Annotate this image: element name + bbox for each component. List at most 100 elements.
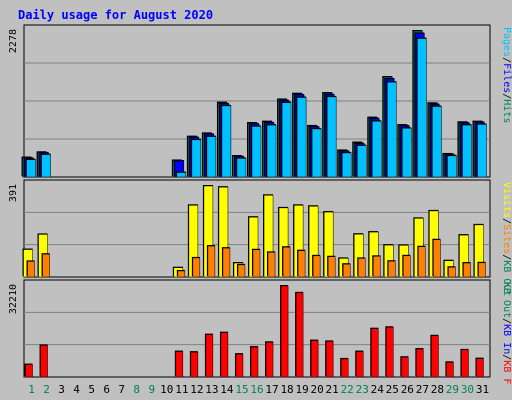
x-label-day-5: 5 [88, 383, 95, 396]
x-label-day-17: 17 [265, 383, 278, 396]
legend-item: / [501, 318, 512, 324]
panel-bottom: 32210 KB Out/KB In/KB F [8, 279, 512, 384]
bar-pages-day-2 [41, 154, 51, 178]
legend-item: KB Out [501, 282, 512, 318]
x-label-day-12: 12 [190, 383, 203, 396]
bar-pages-day-17 [266, 124, 277, 178]
bar-kb-f-day-26 [401, 356, 409, 378]
x-label-day-1: 1 [28, 383, 35, 396]
bar-pages-day-16 [251, 126, 262, 178]
bar-sites-day-12 [192, 257, 201, 278]
bar-kb-f-day-20 [310, 340, 319, 378]
bar-sites-day-22 [342, 263, 351, 278]
bar-pages-day-13 [206, 136, 217, 178]
bar-sites-day-30 [463, 262, 471, 278]
x-label-day-16: 16 [250, 383, 263, 396]
bar-kb-f-day-18 [280, 285, 289, 378]
bar-pages-day-28 [432, 106, 442, 178]
bar-pages-day-26 [402, 128, 412, 178]
bar-kb-f-day-13 [205, 334, 214, 378]
bar-kb-f-day-17 [265, 341, 274, 378]
x-label-day-8: 8 [133, 383, 140, 396]
x-label-day-23: 23 [356, 383, 369, 396]
bar-sites-day-24 [373, 256, 381, 278]
bar-kb-f-day-19 [295, 292, 304, 378]
x-label-day-21: 21 [326, 383, 339, 396]
bar-sites-day-16 [252, 249, 261, 278]
x-label-day-28: 28 [431, 383, 444, 396]
bar-sites-day-21 [327, 256, 336, 278]
x-label-day-10: 10 [160, 383, 173, 396]
bar-kb-f-day-2 [40, 345, 48, 378]
legend-item: / [501, 93, 512, 99]
legend-item: KB Out [501, 260, 512, 296]
legend-item: / [501, 354, 512, 360]
bar-pages-day-31 [477, 124, 487, 178]
bar-pages-day-25 [387, 81, 397, 178]
x-label-day-15: 15 [235, 383, 248, 396]
x-label-day-13: 13 [205, 383, 218, 396]
bar-sites-day-20 [312, 255, 321, 278]
legend-item: / [501, 57, 512, 63]
legend-item: / [501, 254, 512, 260]
bar-sites-day-2 [42, 253, 50, 278]
bar-kb-f-day-24 [371, 328, 379, 378]
x-label-day-14: 14 [220, 383, 234, 396]
bar-pages-day-21 [326, 96, 337, 178]
x-label-day-7: 7 [118, 383, 125, 396]
x-label-day-2: 2 [43, 383, 50, 396]
legend-item: / [501, 218, 512, 224]
bar-kb-f-day-15 [235, 353, 244, 378]
x-label-day-20: 20 [311, 383, 324, 396]
bar-sites-day-1 [27, 261, 35, 278]
bar-sites-day-29 [448, 266, 456, 278]
bar-sites-day-23 [357, 258, 366, 278]
bar-pages-day-20 [311, 128, 322, 178]
bar-pages-day-19 [296, 97, 307, 178]
legend-item: KB F [501, 360, 512, 384]
bar-pages-day-12 [191, 139, 202, 178]
x-label-day-27: 27 [416, 383, 429, 396]
bar-sites-day-31 [478, 262, 486, 278]
x-label-day-11: 11 [175, 383, 188, 396]
bar-sites-day-15 [237, 264, 246, 278]
x-label-day-4: 4 [73, 383, 80, 396]
bar-pages-day-11 [176, 172, 187, 178]
bar-sites-day-27 [418, 246, 426, 278]
bar-sites-day-28 [433, 239, 441, 278]
legend-item: Visits [501, 182, 512, 218]
bar-kb-f-day-31 [476, 358, 484, 378]
bar-pages-day-14 [221, 105, 232, 178]
bar-kb-f-day-25 [386, 327, 394, 378]
x-label-day-22: 22 [341, 383, 354, 396]
panel-top: 2278 Pages/Files/Hits [8, 24, 512, 178]
bar-sites-day-18 [282, 246, 291, 278]
legend-item: KB In [501, 324, 512, 354]
bar-pages-day-24 [372, 120, 382, 178]
bar-pages-day-15 [236, 158, 247, 178]
bar-pages-day-29 [447, 155, 457, 178]
bar-kb-f-day-1 [25, 364, 33, 378]
y-max-label: 391 [8, 184, 19, 202]
x-label-day-18: 18 [280, 383, 293, 396]
bar-sites-day-25 [388, 260, 396, 278]
chart-title: Daily usage for August 2020 [18, 8, 213, 22]
bar-kb-f-day-29 [446, 362, 454, 378]
bar-kb-f-day-14 [220, 332, 229, 378]
x-label-day-31: 31 [476, 383, 489, 396]
bar-sites-day-19 [297, 250, 306, 278]
bar-pages-day-23 [356, 145, 367, 178]
bar-kb-f-day-16 [250, 346, 259, 378]
x-label-day-30: 30 [461, 383, 474, 396]
bar-pages-day-27 [417, 38, 427, 178]
y-max-label: 32210 [8, 284, 19, 314]
legend-item: Pages [501, 27, 512, 57]
x-label-day-26: 26 [401, 383, 414, 396]
bar-kb-f-day-30 [461, 349, 469, 378]
legend-item: Files [501, 63, 512, 93]
bar-sites-day-14 [222, 247, 231, 278]
bar-pages-day-22 [341, 152, 352, 178]
